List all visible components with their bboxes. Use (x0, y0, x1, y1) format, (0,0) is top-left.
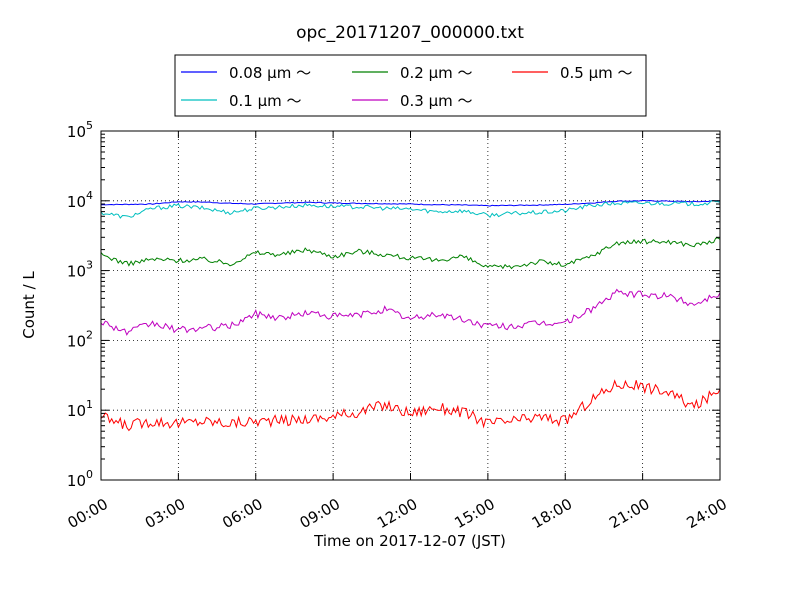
legend-box (174, 54, 647, 117)
y-tick-label: 103 (67, 259, 93, 281)
x-axis-label: Time on 2017-12-07 (JST) (313, 532, 506, 550)
series-line (100, 200, 721, 219)
legend-label: 0.2 μm ～ (400, 64, 473, 82)
legend-label: 0.1 μm ～ (229, 92, 302, 110)
series-line (100, 379, 721, 432)
series-lines (100, 199, 721, 432)
y-axis-label: Count / L (20, 271, 38, 339)
legend-label: 0.3 μm ～ (400, 92, 473, 110)
legend-label: 0.5 μm ～ (560, 64, 633, 82)
y-tick-label: 102 (67, 328, 93, 350)
series-line (100, 199, 721, 207)
legend: 0.08 μm ～ 0.1 μm ～ 0.2 μm ～ 0.3 μm ～ 0.5 μm … (174, 54, 647, 117)
y-tick-label: 100 (67, 468, 93, 490)
series-line (100, 288, 721, 336)
series-line (100, 237, 721, 270)
y-tick-label: 105 (67, 119, 93, 141)
y-tick-label: 101 (67, 398, 93, 420)
chart-title: opc_20171207_000000.txt (296, 23, 524, 43)
legend-label: 0.08 μm ～ (229, 64, 311, 82)
y-tick-label: 104 (67, 189, 93, 211)
